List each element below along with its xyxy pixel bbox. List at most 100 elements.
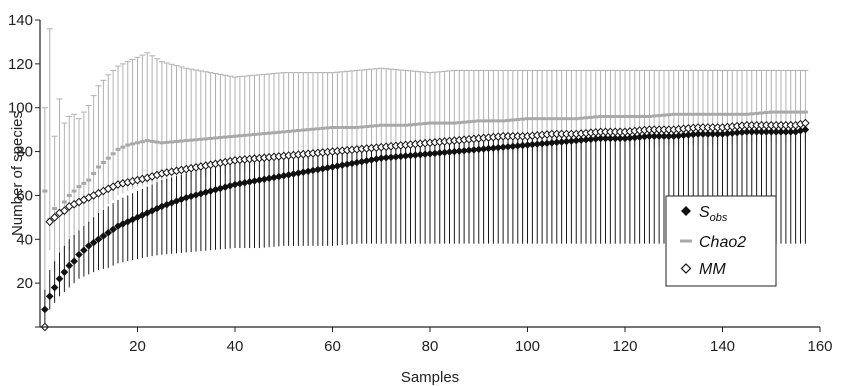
sobs-point	[601, 134, 610, 143]
sobs-point	[362, 156, 371, 165]
sobs-point	[679, 131, 688, 140]
sobs-point	[119, 220, 127, 228]
sobs-point	[343, 160, 351, 169]
sobs-point	[572, 136, 581, 145]
sobs-point	[265, 174, 273, 183]
y-tick-label: 40	[16, 231, 33, 248]
legend: Sobs Chao2 MM	[665, 195, 777, 287]
sobs-point	[538, 139, 546, 148]
sobs-point	[431, 149, 439, 158]
legend-item-sobs: Sobs	[681, 204, 728, 224]
sobs-point	[270, 173, 278, 182]
sobs-point	[416, 150, 425, 159]
sobs-point	[723, 129, 732, 138]
sobs-point	[713, 130, 722, 138]
sobs-point	[567, 137, 576, 145]
sobs-point	[689, 130, 698, 139]
sobs-point	[801, 125, 810, 134]
sobs-point	[401, 152, 410, 160]
sobs-point	[382, 153, 390, 162]
sobs-point	[621, 134, 629, 143]
legend-label-sobs: Sobs	[699, 204, 728, 224]
sobs-point	[704, 130, 712, 138]
sobs-point	[455, 147, 464, 155]
sobs-point	[509, 142, 517, 151]
sobs-point	[596, 134, 605, 143]
sobs-point	[323, 163, 332, 172]
sobs-point	[489, 144, 498, 152]
sobs-point	[304, 167, 312, 176]
sobs-point	[41, 305, 49, 314]
y-tick-label: 80	[16, 144, 33, 161]
sobs-point	[284, 171, 293, 179]
sobs-point	[479, 145, 488, 153]
sobs-point	[236, 179, 244, 188]
sobs-point	[665, 132, 673, 141]
sobs-point	[460, 146, 468, 155]
sobs-point	[411, 151, 420, 159]
sobs-point	[348, 159, 356, 168]
sobs-point	[294, 169, 303, 177]
sobs-point	[552, 138, 561, 147]
sobs-point	[387, 153, 395, 162]
sobs-point	[699, 130, 707, 138]
x-tick-label: 80	[422, 338, 439, 355]
x-tick-label: 140	[710, 338, 735, 355]
sobs-point	[582, 135, 590, 144]
x-tick-label: 60	[324, 338, 341, 355]
sobs-point	[557, 138, 566, 146]
legend-item-mm: MM	[680, 261, 726, 278]
sobs-point	[548, 139, 556, 147]
sobs-point	[353, 158, 361, 167]
sobs-point	[757, 128, 766, 136]
x-tick-label: 100	[515, 338, 540, 355]
sobs-point	[791, 128, 800, 136]
sobs-point	[50, 283, 59, 292]
y-axis-title: Number of species	[9, 111, 26, 236]
y-tick-label: 100	[8, 100, 33, 117]
sobs-point	[587, 135, 595, 144]
sobs-point	[796, 126, 805, 135]
legend-filled-diamond-marker	[681, 206, 691, 216]
legend-label-mm: MM	[699, 261, 726, 278]
sobs-point	[426, 149, 434, 158]
sobs-point	[450, 147, 459, 156]
sobs-point	[260, 175, 269, 184]
sobs-point	[84, 242, 93, 250]
sobs-point	[528, 140, 537, 149]
sobs-point	[231, 180, 239, 189]
sobs-point	[80, 246, 88, 255]
sobs-point	[484, 144, 493, 153]
sobs-point	[786, 128, 795, 136]
sobs-point	[674, 131, 683, 140]
sobs-point	[606, 134, 615, 143]
y-tick-label: 120	[8, 56, 33, 73]
sobs-point	[743, 128, 751, 136]
sobs-point	[396, 152, 405, 161]
sobs-point	[650, 132, 659, 141]
sobs-point	[470, 146, 478, 154]
sobs-point	[406, 151, 415, 160]
x-tick-label: 40	[227, 338, 244, 355]
sobs-point	[392, 153, 400, 161]
sobs-point	[465, 146, 473, 155]
sobs-point	[738, 128, 746, 137]
sobs-point	[616, 134, 624, 143]
sobs-point	[533, 140, 542, 148]
sobs-point	[440, 148, 449, 157]
sobs-point	[626, 134, 634, 142]
mm-point	[50, 213, 59, 222]
sobs-point	[635, 133, 644, 141]
sobs-point	[309, 166, 317, 175]
sobs-point	[75, 250, 83, 259]
sobs-point	[314, 165, 322, 174]
sobs-point	[630, 133, 639, 142]
sobs-point	[333, 162, 342, 170]
sobs-point	[421, 150, 429, 159]
sobs-point	[708, 130, 717, 138]
legend-open-diamond-marker	[680, 263, 692, 274]
sobs-point	[299, 168, 308, 176]
sobs-point	[474, 145, 483, 154]
